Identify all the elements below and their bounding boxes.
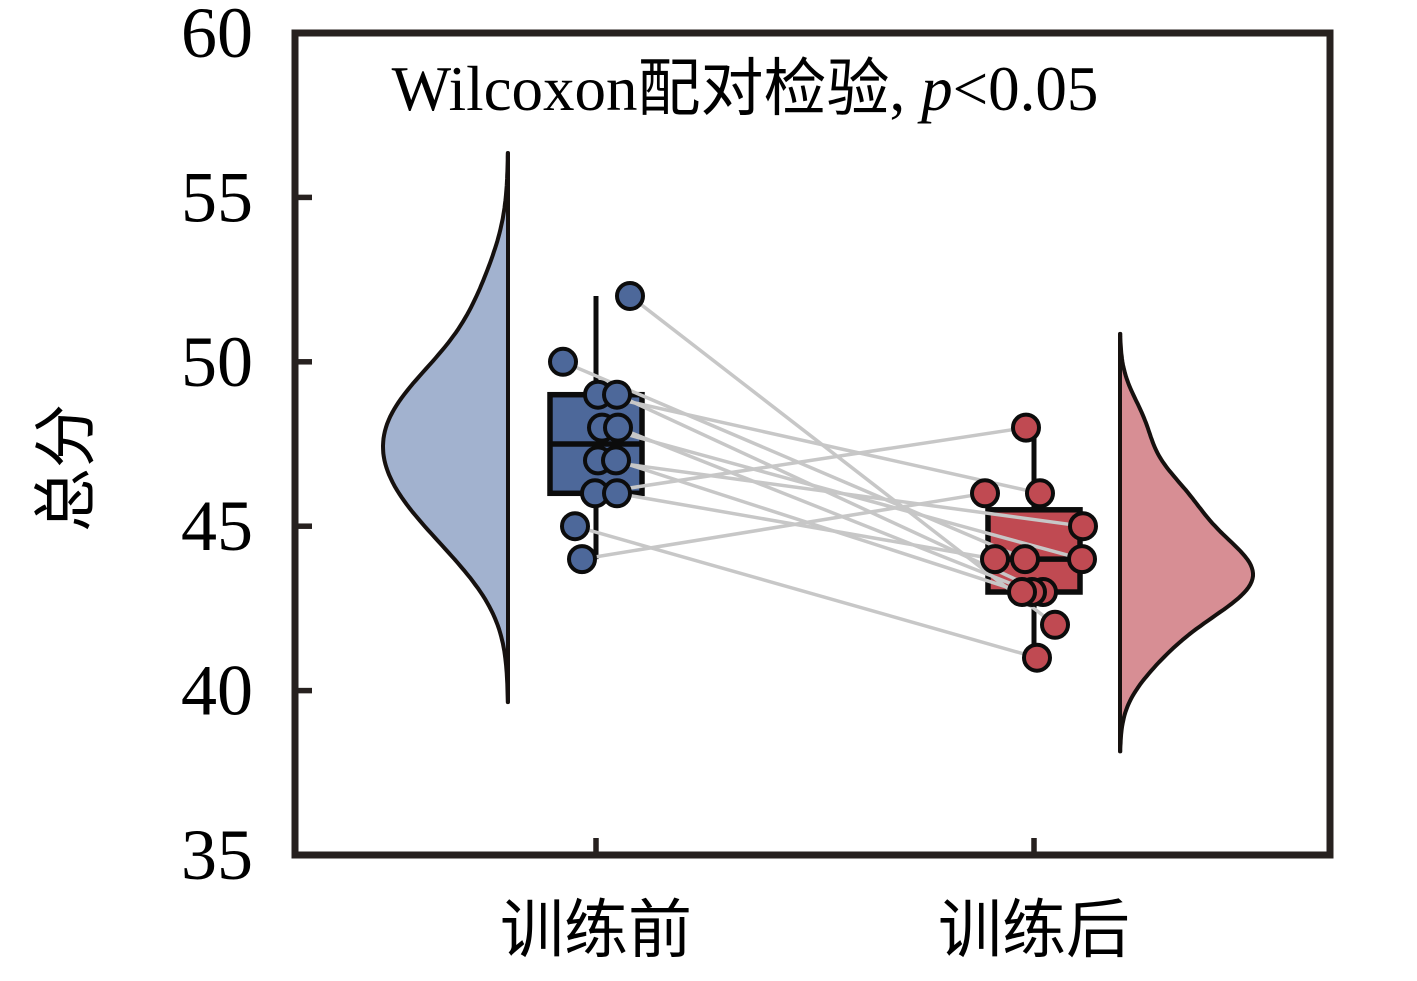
pre-data-point	[615, 281, 645, 311]
post-violin	[1118, 331, 1255, 754]
post-data-point	[1068, 511, 1098, 542]
pair-line	[597, 392, 1041, 496]
y-tick-label: 55	[181, 157, 253, 237]
pre-data-point	[548, 346, 578, 377]
post-data-point	[970, 478, 1000, 509]
points-layer	[548, 281, 1098, 673]
pair-line	[581, 491, 986, 561]
boxplots-layer	[547, 296, 1083, 658]
chart-title-prefix: Wilcoxon配对检验,	[392, 54, 921, 124]
y-tick-label: 50	[181, 322, 253, 402]
pre-data-point	[560, 511, 590, 542]
post-data-point	[1025, 478, 1055, 509]
pair-lines-layer	[562, 294, 1084, 660]
pair-line	[562, 360, 1026, 561]
pre-data-point	[602, 379, 632, 410]
y-tick-label: 60	[181, 0, 253, 73]
post-data-point	[1067, 544, 1097, 575]
pre-data-point	[602, 478, 632, 509]
pre-data-point	[601, 445, 631, 476]
chart-title: Wilcoxon配对检验, p<0.05	[392, 54, 1099, 124]
y-tick-label: 35	[181, 815, 253, 895]
pair-line	[597, 458, 1084, 528]
pair-line	[615, 458, 1023, 594]
y-tick-label: 45	[181, 486, 253, 566]
pre-data-point	[567, 544, 597, 575]
pair-line	[594, 425, 1027, 496]
pair-line	[628, 294, 1057, 627]
y-axis-title: 总分	[31, 404, 102, 532]
pre-violin	[381, 151, 510, 705]
y-tick-label: 40	[181, 651, 253, 731]
plot-frame	[291, 29, 1334, 859]
post-data-point	[1040, 609, 1070, 640]
post-data-point	[1010, 544, 1040, 575]
pair-line	[616, 491, 996, 561]
post-data-point	[1022, 642, 1052, 673]
violins-layer	[381, 151, 1255, 754]
pair-line	[617, 425, 1033, 594]
post-data-point	[1007, 577, 1037, 607]
axes-layer: 35 40 45 50 55 60 训练前 训练后	[181, 0, 1334, 966]
chart-title-p: p	[917, 54, 953, 124]
x-category-label: 训练后	[938, 895, 1130, 966]
pair-line	[574, 524, 1038, 660]
post-data-point	[1011, 412, 1041, 443]
chart-title-suffix: <0.05	[953, 54, 1099, 124]
post-data-point	[980, 544, 1010, 575]
pre-data-point	[603, 412, 633, 443]
x-category-label: 训练前	[500, 895, 692, 966]
